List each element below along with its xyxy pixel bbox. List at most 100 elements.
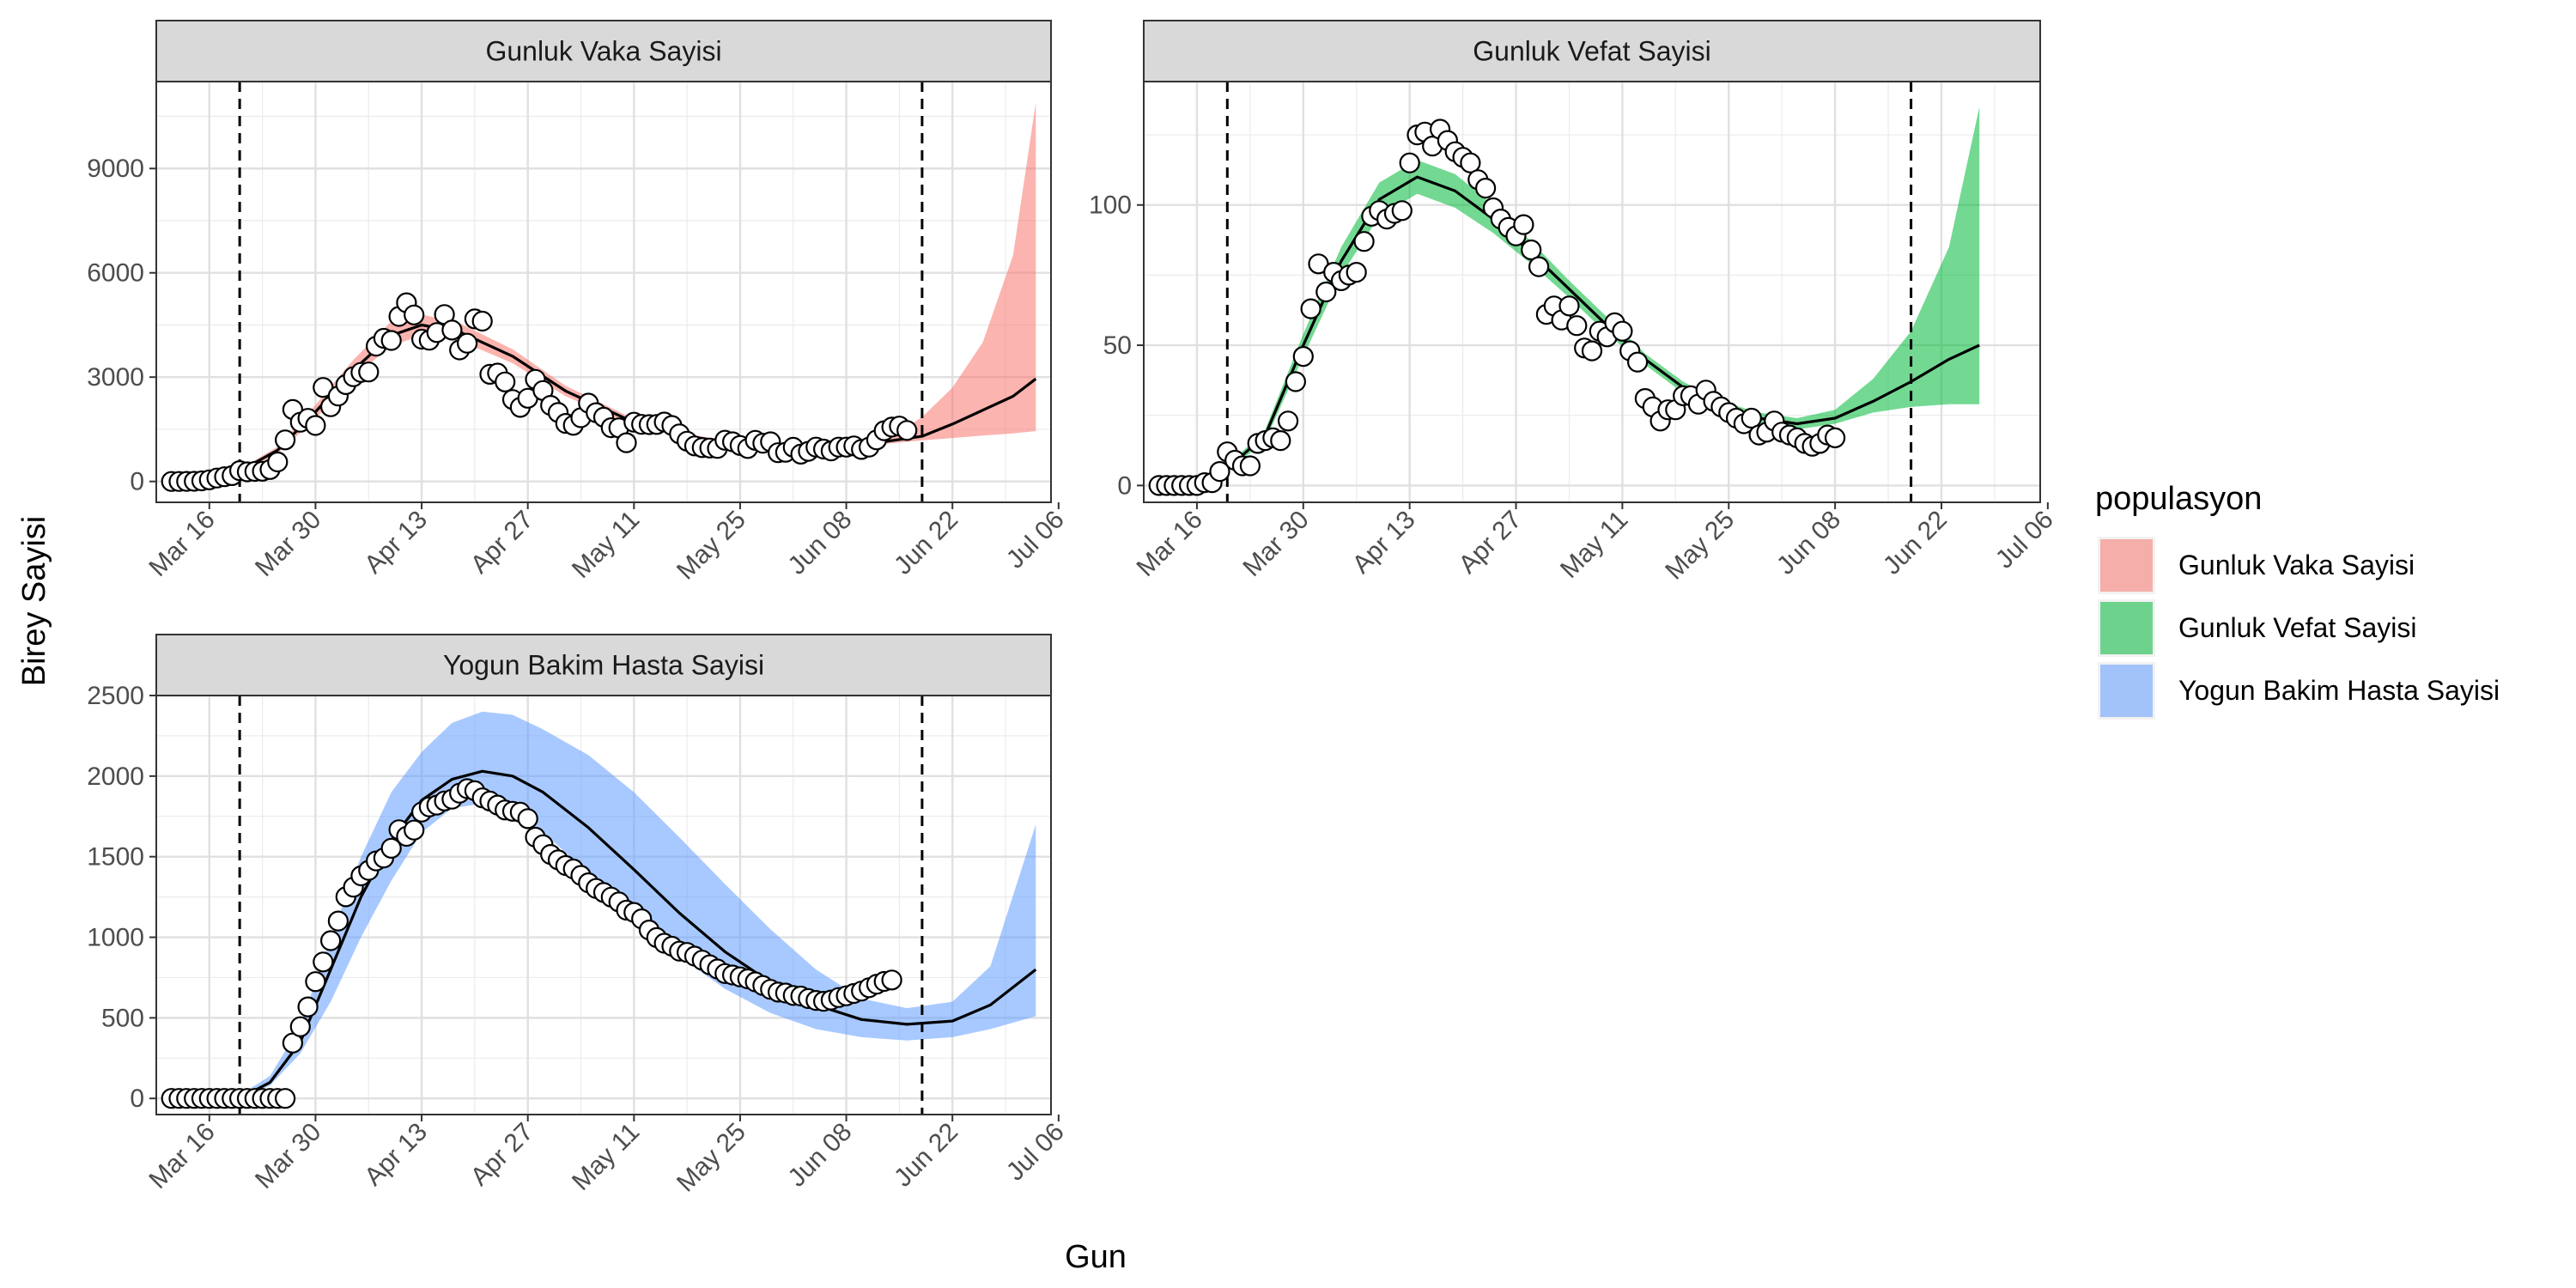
data-point [1474, 178, 1497, 199]
legend-swatch [2100, 665, 2153, 717]
data-point [1315, 281, 1337, 303]
x-tick-label: Jun 08 [782, 506, 857, 580]
data-point [616, 432, 637, 453]
data-point [267, 451, 289, 473]
facet-title: Yogun Bakim Hasta Sayisi [443, 650, 764, 681]
x-tick-label: Mar 16 [143, 506, 220, 582]
plot-area [161, 696, 1037, 1115]
x-tick-label: Apr 27 [465, 1118, 539, 1192]
x-tick-label: Mar 16 [143, 1118, 220, 1194]
panel-2: Gunluk Vefat Sayisi 0 50 100 Mar 16 Mar 30 Apr… [1089, 20, 2059, 586]
x-tick-label: Jun 08 [1771, 506, 1846, 580]
y-tick-label: 6000 [87, 259, 144, 288]
x-tick-label: May 25 [1660, 506, 1740, 586]
plot-area [1148, 82, 1980, 502]
legend-swatch [2100, 539, 2153, 592]
data-point [1292, 346, 1314, 368]
data-point [327, 910, 349, 932]
x-tick-label: Jul 06 [1990, 506, 2059, 574]
x-tick-label: May 11 [567, 506, 645, 584]
data-point [1612, 320, 1633, 342]
data-point [404, 304, 425, 325]
y-tick-label: 500 [101, 1004, 144, 1032]
data-point [1346, 262, 1367, 283]
y-tick-label: 9000 [87, 155, 144, 183]
data-point [1353, 231, 1375, 252]
data-point [289, 1016, 311, 1037]
data-point [320, 930, 342, 951]
y-tick-label: 0 [130, 468, 144, 496]
data-point [1741, 407, 1762, 429]
x-tick-label: Apr 13 [1347, 506, 1421, 580]
data-point [380, 330, 402, 351]
x-tick-label: Mar 30 [250, 506, 326, 582]
x-tick-label: Mar 30 [1237, 506, 1314, 582]
data-point [313, 951, 334, 973]
facet-strip [1143, 20, 2041, 82]
data-point [380, 837, 402, 860]
facet-title: Gunluk Vaka Sayisi [485, 36, 721, 67]
y-tick-label: 0 [1117, 471, 1132, 500]
data-point [517, 808, 538, 829]
x-tick-label: Mar 30 [250, 1118, 326, 1194]
y-tick-label: 3000 [87, 363, 144, 392]
legend-swatch [2100, 602, 2153, 654]
y-tick-label: 2000 [87, 762, 144, 791]
data-point [305, 415, 326, 436]
data-point [881, 969, 902, 991]
legend-label: Gunluk Vaka Sayisi [2178, 550, 2415, 580]
facet-strip [155, 20, 1052, 82]
data-point [495, 371, 516, 392]
plot-background [1144, 82, 2040, 502]
legend-label: Gunluk Vefat Sayisi [2178, 612, 2416, 643]
panels: Gunluk Vaka Sayisi 0 3000 6000 9000 Mar 16 Mar… [87, 20, 2059, 1198]
legend: populasyon Gunluk Vaka Sayisi Gunluk Vefa… [2095, 481, 2500, 720]
data-point [358, 361, 380, 383]
x-tick-label: Mar 16 [1132, 506, 1208, 582]
data-point [1528, 256, 1550, 277]
data-point [297, 996, 319, 1018]
data-point [441, 319, 463, 341]
x-tick-label: Jul 06 [1001, 1118, 1070, 1187]
data-point [1239, 455, 1261, 477]
data-point [275, 429, 296, 451]
data-point [1825, 427, 1846, 448]
data-point [1513, 214, 1534, 235]
x-tick-label: Apr 27 [465, 506, 539, 580]
panel-border [155, 695, 1052, 1115]
x-tick-label: Jun 22 [889, 506, 963, 580]
panel-1: Gunluk Vaka Sayisi 0 3000 6000 9000 Mar 16 Mar… [87, 20, 1070, 586]
x-tick-label: Jun 22 [889, 1118, 963, 1193]
x-axis-title: Gun [1065, 1239, 1127, 1275]
data-point [1391, 200, 1413, 222]
legend-items: Gunluk Vaka Sayisi Gunluk Vefat Sayisi Yog… [2098, 537, 2500, 720]
x-tick-label: May 11 [567, 1118, 645, 1196]
x-tick-label: Jun 08 [782, 1118, 857, 1193]
confidence-band [240, 102, 1036, 473]
data-point [1558, 295, 1580, 317]
y-tick-label: 0 [130, 1084, 144, 1113]
data-point [1626, 351, 1649, 373]
y-tick-label: 1000 [87, 924, 144, 952]
x-tick-label: Apr 27 [1454, 506, 1528, 580]
legend-title: populasyon [2095, 481, 2262, 517]
data-point [1460, 152, 1481, 173]
data-point [1209, 460, 1230, 483]
x-tick-label: Apr 13 [359, 1118, 433, 1192]
data-point [1581, 340, 1603, 361]
data-point [1277, 410, 1299, 432]
panel-border [155, 81, 1052, 503]
x-tick-label: May 11 [1555, 506, 1633, 584]
y-tick-label: 100 [1089, 191, 1132, 220]
x-tick-label: Jul 06 [1001, 506, 1070, 574]
data-point [404, 819, 425, 841]
data-point [1566, 315, 1588, 337]
x-tick-label: Jun 22 [1878, 506, 1953, 580]
panel-border [1143, 81, 2041, 503]
data-point [1521, 239, 1542, 261]
data-point [1270, 429, 1291, 452]
data-point [456, 332, 478, 354]
model-fit-line [239, 769, 1037, 1100]
y-axis-title: Birey Sayisi [16, 516, 52, 687]
